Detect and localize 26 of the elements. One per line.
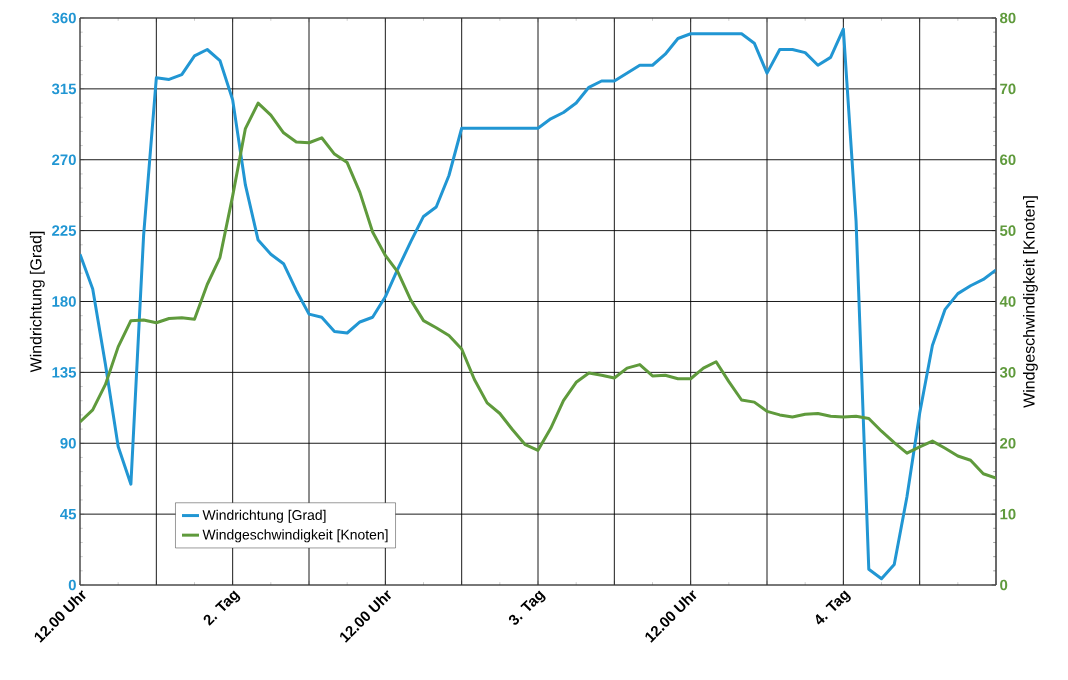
y-tick-label: 270: [52, 154, 76, 166]
y-tick-label: 180: [52, 296, 76, 307]
y-tick-label: 90: [60, 437, 76, 449]
y-tick-label: 360: [51, 12, 76, 24]
line-series: [80, 101, 997, 480]
legend-label: Windrichtung [Grad]: [202, 509, 326, 523]
x-tick-label: 3. Tag: [508, 590, 546, 625]
y2-tick-label: 70: [1000, 83, 1016, 95]
y-tick-label: 225: [52, 225, 77, 236]
x-tick-label: 4. Tag: [815, 590, 851, 625]
y2-tick-label: 10: [1000, 508, 1016, 520]
y-tick-label: 315: [51, 83, 77, 95]
y-tick-label: 0: [68, 579, 76, 591]
y2-tick-label: 40: [999, 296, 1016, 307]
x-tick-label: 2. Tag: [203, 590, 241, 626]
y2-tick-label: 60: [1000, 154, 1016, 166]
legend-label: Windgeschwindigkeit [Knoten]: [202, 529, 388, 543]
y2-tick-label: 80: [1000, 12, 1016, 24]
y2-tick-label: 50: [999, 225, 1016, 236]
y2-tick-label: 20: [1000, 437, 1016, 449]
y2-tick-label: 30: [999, 367, 1016, 378]
y-tick-label: 45: [60, 508, 77, 520]
y-tick-label: 135: [52, 367, 77, 378]
y2-axis-title: Windgeschwindigkeit [Knoten]: [1023, 196, 1038, 408]
y2-tick-label: 0: [1000, 579, 1008, 591]
y-axis-title: Windrichtung [Grad]: [29, 231, 45, 373]
